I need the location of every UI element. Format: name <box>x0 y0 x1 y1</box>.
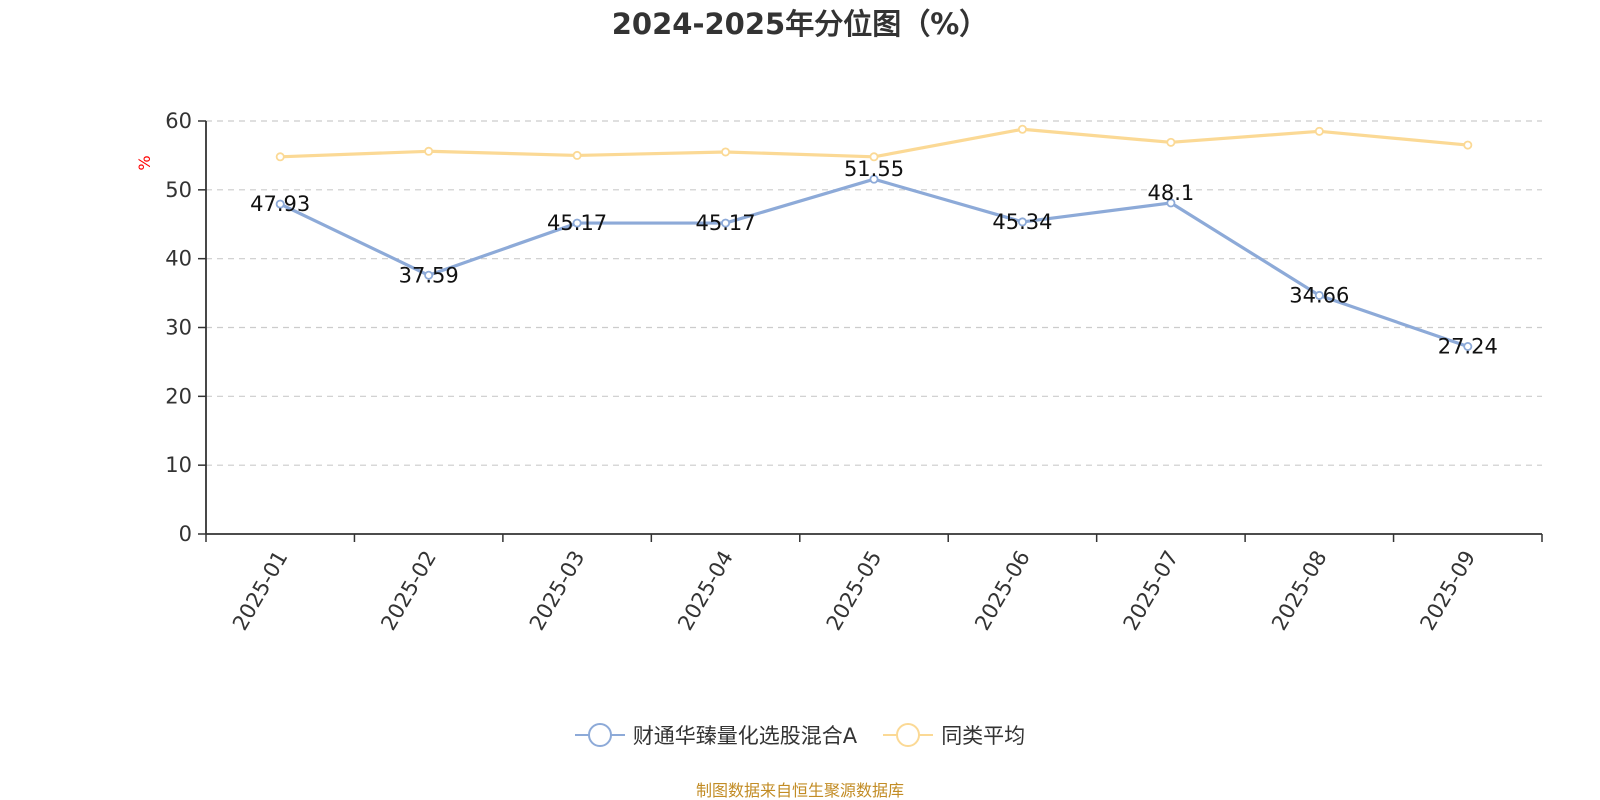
y-tick-label: 60 <box>165 109 192 133</box>
y-tick-label: 10 <box>165 453 192 477</box>
data-point-series-0 <box>424 270 434 280</box>
x-tick-label: 2025-09 <box>1415 547 1480 635</box>
data-point-series-1 <box>572 150 582 160</box>
data-label: 47.93 <box>250 192 310 216</box>
data-label: 34.66 <box>1289 283 1349 307</box>
y-axis-label: % <box>135 155 154 170</box>
chart-title: 2024-2025年分位图（%） <box>611 7 989 41</box>
legend-circle-series-b <box>896 723 921 747</box>
x-tick-label: 2025-05 <box>822 547 887 635</box>
data-label: 45.17 <box>695 211 755 235</box>
line-chart: 0 10 20 30 40 50 60% 2025-01 2025-02 2025-03 2025-… <box>135 109 1543 635</box>
legend-label-series-a: 财通华臻量化选股混合A <box>632 724 858 748</box>
data-point-series-1 <box>721 147 731 157</box>
x-tick-label: 2025-06 <box>970 547 1035 635</box>
data-point-series-0 <box>1463 341 1473 351</box>
data-point-series-0 <box>869 174 879 184</box>
data-point-series-1 <box>275 152 285 162</box>
data-label: 27.24 <box>1438 334 1498 358</box>
data-point-series-1 <box>869 152 879 162</box>
x-tick-label: 2025-07 <box>1119 547 1184 635</box>
legend-circle-series-a <box>587 723 612 747</box>
data-labels: 47.93 37.59 45.17 45.17 51.55 45.34 48.1 34.66 2… <box>250 157 1498 358</box>
y-tick-label: 50 <box>165 178 192 202</box>
data-point-series-1 <box>424 146 434 156</box>
grid-lines <box>206 120 1542 466</box>
legend-marker-series-a-icon <box>574 723 625 747</box>
series-lines <box>275 124 1473 351</box>
y-tick-label: 40 <box>165 247 192 271</box>
source-note: 制图数据来自恒生聚源数据库 <box>695 781 904 800</box>
legend-item-series-b[interactable]: 同类平均 <box>883 720 1025 750</box>
data-label: 45.34 <box>992 210 1052 234</box>
data-point-series-1 <box>1166 137 1176 147</box>
legend: 财通华臻量化选股混合A 同类平均 <box>0 720 1600 750</box>
legend-item-series-a[interactable]: 财通华臻量化选股混合A <box>574 720 858 750</box>
data-label: 45.17 <box>547 211 607 235</box>
y-tick-label: 0 <box>179 522 192 546</box>
x-tick-label: 2025-01 <box>228 547 293 635</box>
y-tick-label: 20 <box>165 384 192 408</box>
data-label: 48.1 <box>1148 181 1195 205</box>
legend-label-series-b: 同类平均 <box>941 724 1026 748</box>
data-point-series-1 <box>1314 126 1324 136</box>
data-point-series-0 <box>721 218 731 228</box>
data-point-series-0 <box>275 199 285 209</box>
x-tick-label: 2025-03 <box>525 547 590 635</box>
data-point-series-1 <box>1463 140 1473 150</box>
x-tick-label: 2025-04 <box>673 547 738 635</box>
data-label: 51.55 <box>844 157 904 181</box>
y-tick-label: 30 <box>165 316 192 340</box>
x-tick-label: 2025-08 <box>1267 547 1332 635</box>
data-point-series-0 <box>1166 198 1176 208</box>
legend-marker-series-b-icon <box>883 723 934 747</box>
axes: 0 10 20 30 40 50 60% 2025-01 2025-02 2025-03 2025-… <box>135 109 1543 635</box>
data-point-series-1 <box>1017 124 1027 134</box>
data-label: 37.59 <box>399 263 459 287</box>
data-point-series-0 <box>1314 290 1324 300</box>
data-point-series-0 <box>572 218 582 228</box>
data-point-series-0 <box>1017 217 1027 227</box>
x-tick-label: 2025-02 <box>376 547 441 635</box>
